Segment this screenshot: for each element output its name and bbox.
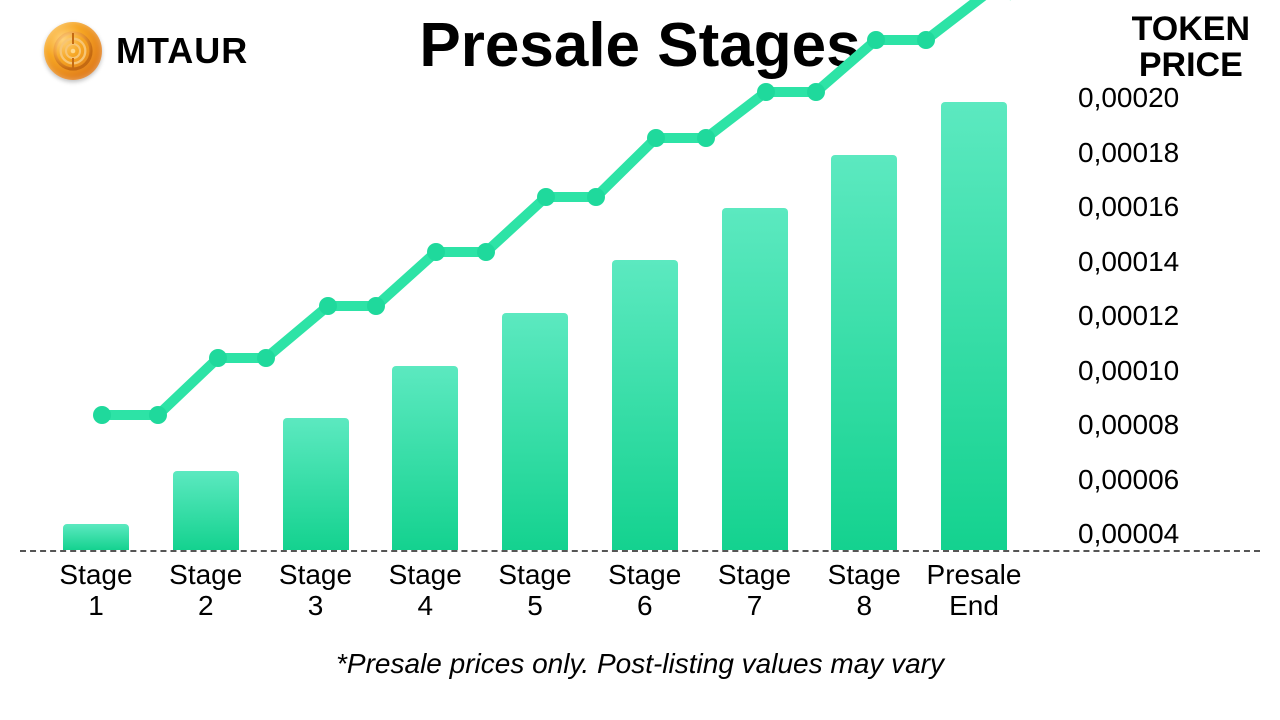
bar-slot bbox=[158, 471, 254, 550]
y-label: 0,00016 bbox=[1078, 191, 1248, 223]
y-label: 0,00004 bbox=[1078, 518, 1248, 550]
bar bbox=[941, 102, 1007, 550]
bar-slot bbox=[926, 102, 1022, 550]
bar-slot bbox=[268, 418, 364, 550]
x-label: Stage 5 bbox=[487, 560, 583, 622]
bar-slot bbox=[816, 155, 912, 550]
bar bbox=[831, 155, 897, 550]
bar bbox=[63, 524, 129, 550]
y-label: 0,00010 bbox=[1078, 355, 1248, 387]
bar-slot bbox=[48, 524, 144, 550]
x-label: Stage 8 bbox=[816, 560, 912, 622]
y-axis-labels: 0,00020 0,00018 0,00016 0,00014 0,00012 0,000… bbox=[1078, 82, 1248, 550]
bar bbox=[392, 366, 458, 550]
bar-slot bbox=[707, 208, 803, 550]
bar bbox=[502, 313, 568, 550]
y-label: 0,00006 bbox=[1078, 464, 1248, 496]
chart-baseline bbox=[20, 550, 1260, 552]
x-label: Stage 1 bbox=[48, 560, 144, 622]
x-label: Stage 3 bbox=[268, 560, 364, 622]
x-axis-labels: Stage 1Stage 2Stage 3Stage 4Stage 5Stage… bbox=[40, 560, 1030, 622]
y-axis-heading: TOKENPRICE bbox=[1132, 12, 1250, 83]
bar-row bbox=[40, 76, 1030, 550]
x-label: Stage 4 bbox=[377, 560, 473, 622]
bar bbox=[173, 471, 239, 550]
presale-chart bbox=[40, 76, 1030, 550]
chart-footnote: *Presale prices only. Post-listing value… bbox=[0, 648, 1280, 680]
bar bbox=[283, 418, 349, 550]
bar-slot bbox=[487, 313, 583, 550]
x-label: Stage 7 bbox=[707, 560, 803, 622]
y-label: 0,00020 bbox=[1078, 82, 1248, 114]
bar-slot bbox=[597, 260, 693, 550]
y-label: 0,00008 bbox=[1078, 409, 1248, 441]
y-label: 0,00018 bbox=[1078, 137, 1248, 169]
bar-slot bbox=[377, 366, 473, 550]
bar bbox=[722, 208, 788, 550]
x-label: Stage 2 bbox=[158, 560, 254, 622]
y-label: 0,00012 bbox=[1078, 300, 1248, 332]
bar bbox=[612, 260, 678, 550]
page-title: Presale Stages bbox=[0, 10, 1280, 81]
x-label: Stage 6 bbox=[597, 560, 693, 622]
x-label: PresaleEnd bbox=[926, 560, 1022, 622]
y-label: 0,00014 bbox=[1078, 246, 1248, 278]
